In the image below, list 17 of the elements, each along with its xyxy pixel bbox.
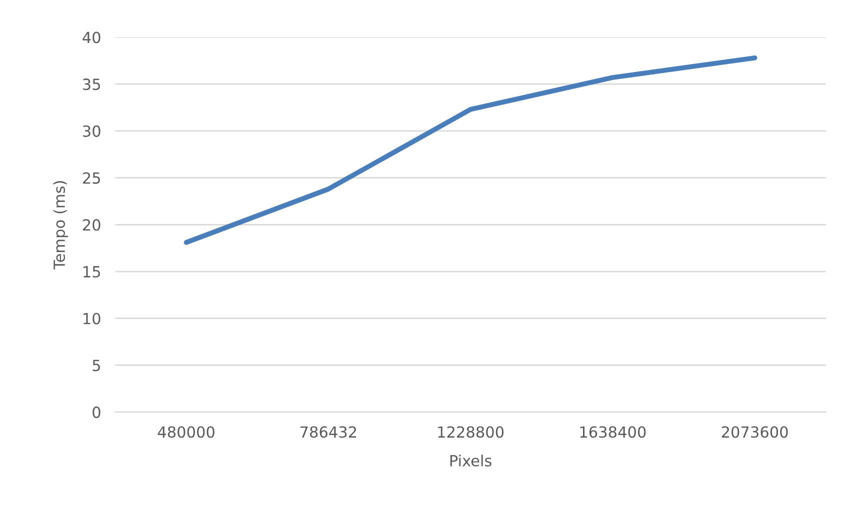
y-tick-label: 35 bbox=[83, 78, 100, 90]
x-tick-label: 2073600 bbox=[722, 426, 788, 438]
y-tick-label: 40 bbox=[82, 32, 100, 44]
y-tick-label: 10 bbox=[84, 312, 100, 324]
x-tick-label: 480000 bbox=[158, 426, 214, 438]
y-tick-label: 0 bbox=[92, 406, 100, 418]
y-tick-label: 25 bbox=[83, 172, 100, 184]
y-tick-label: 20 bbox=[83, 219, 100, 231]
x-tick-label: 786432 bbox=[300, 426, 356, 438]
y-tick-label: 30 bbox=[83, 125, 100, 137]
line-series bbox=[184, 55, 758, 245]
x-tick-label: 1228800 bbox=[438, 426, 504, 438]
y-tick-label: 5 bbox=[92, 360, 100, 372]
x-axis-title: Pixels bbox=[450, 454, 492, 466]
y-axis-title: Tempo (ms) bbox=[53, 181, 68, 270]
x-tick-label: 1638400 bbox=[580, 426, 646, 438]
y-tick-label: 15 bbox=[84, 266, 100, 278]
